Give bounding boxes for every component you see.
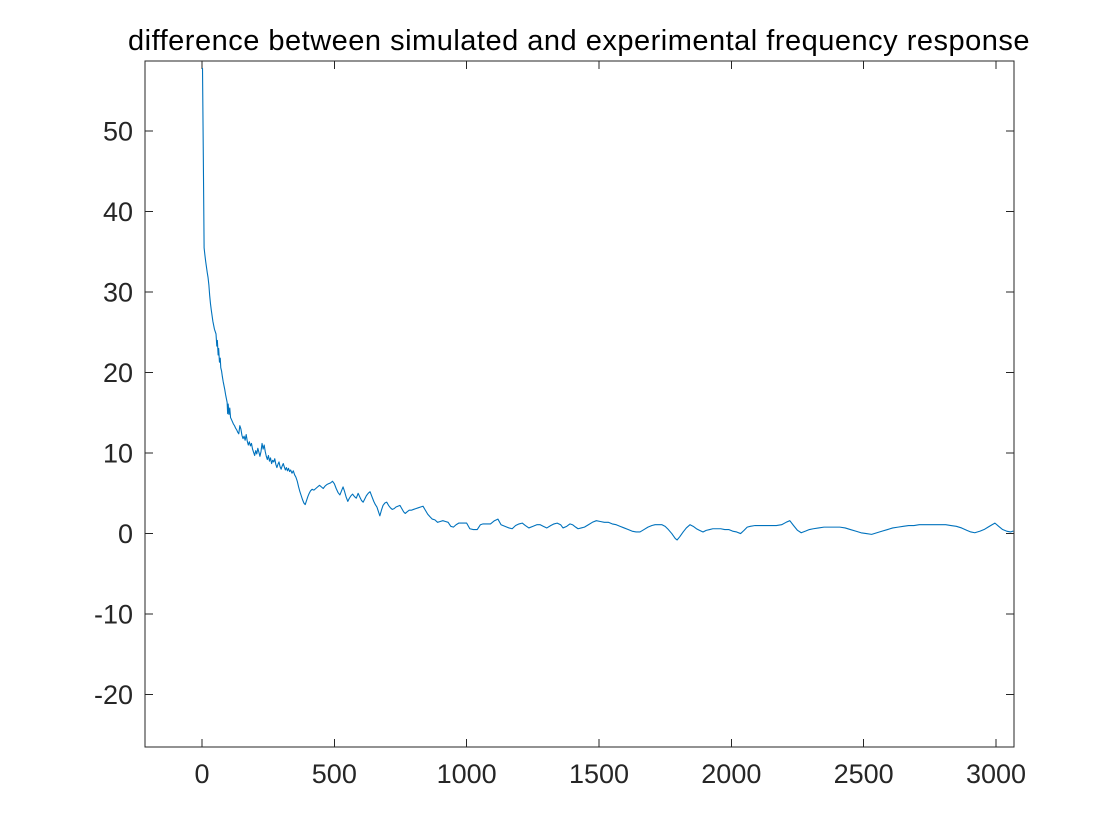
y-axis-tick-label: -20 — [94, 680, 133, 710]
y-axis-tick-label: 50 — [103, 117, 133, 147]
x-axis-tick-label: 2500 — [834, 759, 894, 789]
chart-title: difference between simulated and experim… — [128, 25, 1030, 57]
x-axis-tick-label: 2000 — [701, 759, 761, 789]
y-axis-tick-label: 20 — [103, 358, 133, 388]
y-axis-tick-label: 40 — [103, 197, 133, 227]
x-axis-tick-label: 1000 — [437, 759, 497, 789]
y-axis-tick-label: -10 — [94, 600, 133, 630]
axes-layer: 0 500 1000 1500 2000 2500 3000 -20 -10 0 10 20 30 40 5… — [94, 60, 1026, 789]
x-axis-tick-label: 1500 — [569, 759, 629, 789]
series-layer — [201, 67, 1014, 541]
x-axis-tick-label: 0 — [194, 759, 209, 789]
plot-border — [144, 60, 1015, 748]
y-axis-tick-label: 10 — [103, 439, 133, 469]
y-axis-tick-label: 30 — [103, 278, 133, 308]
x-axis-tick-label: 500 — [312, 759, 357, 789]
x-axis-tick-label: 3000 — [966, 759, 1026, 789]
y-axis-tick-label: 0 — [118, 519, 133, 549]
frequency-response-line — [201, 67, 1014, 541]
